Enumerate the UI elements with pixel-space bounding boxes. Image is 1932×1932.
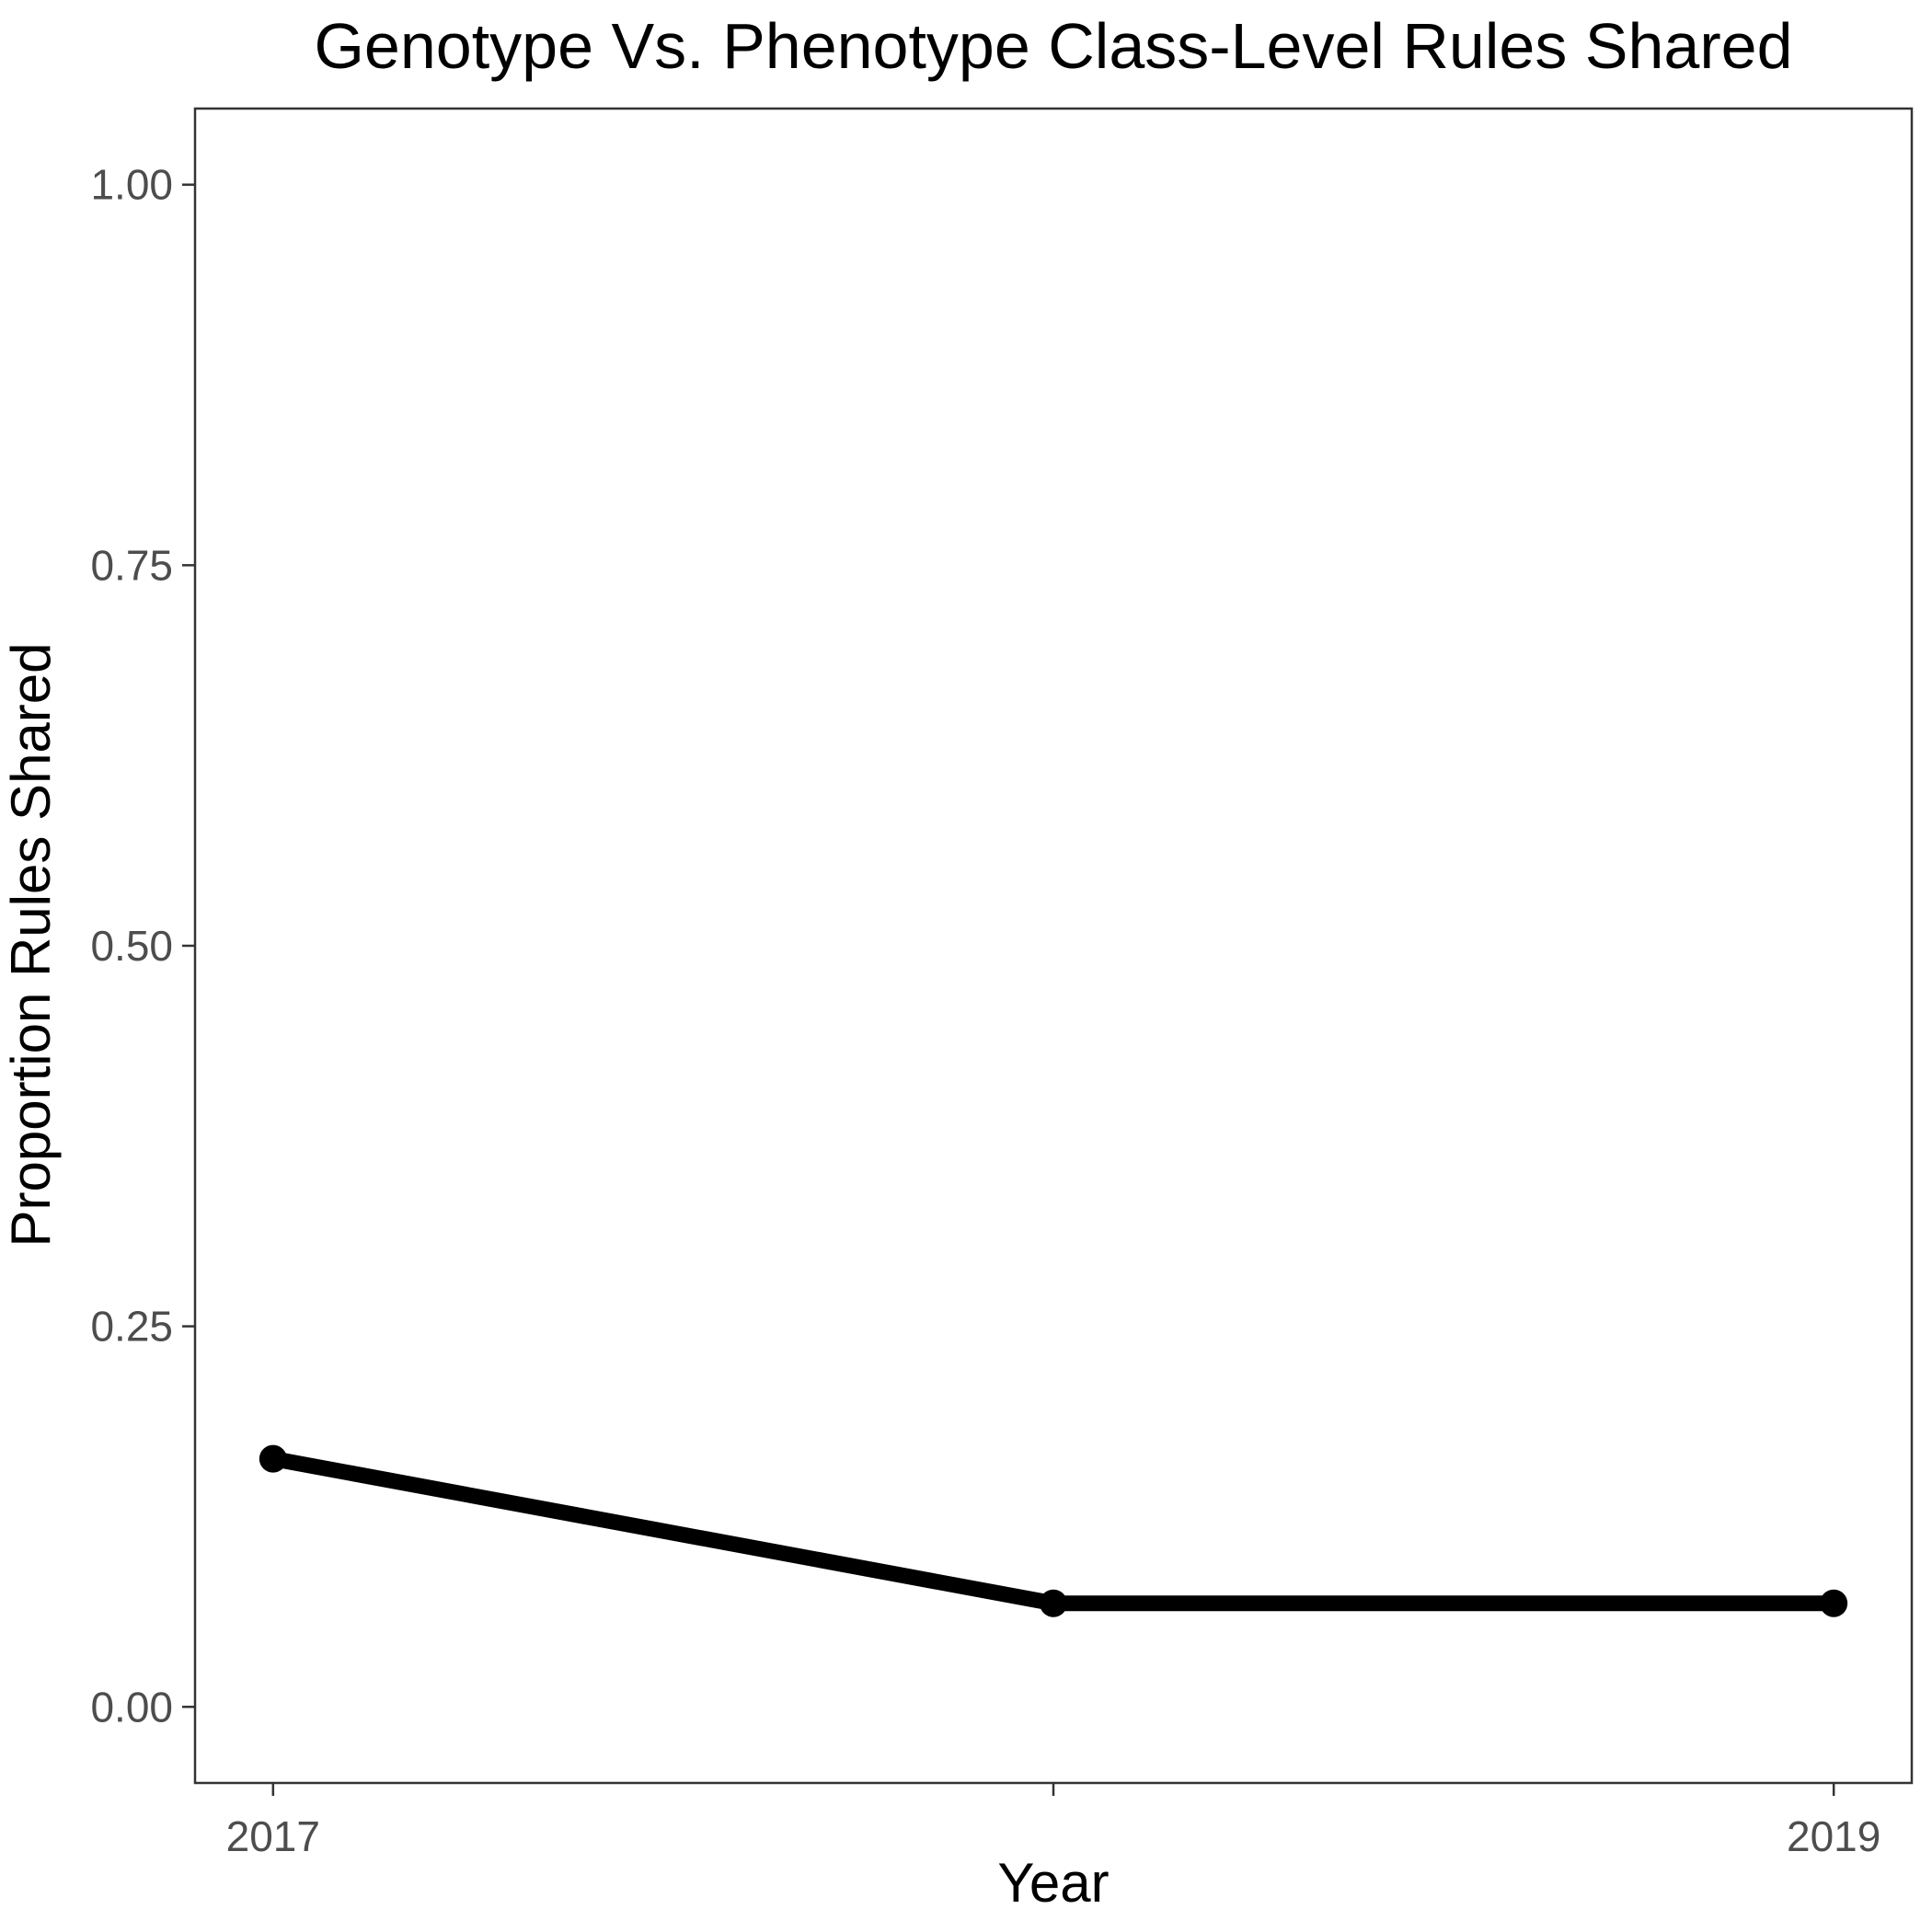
series-layer xyxy=(259,1444,1848,1617)
y-tick-label: 0.75 xyxy=(90,541,173,589)
minor-gridlines xyxy=(195,109,1912,1783)
y-tick-label: 0.00 xyxy=(90,1683,173,1731)
data-point xyxy=(1040,1589,1067,1617)
x-tick-label: 2017 xyxy=(226,1812,320,1860)
x-tick-label: 2019 xyxy=(1787,1812,1880,1860)
x-axis-title: Year xyxy=(997,1852,1109,1914)
y-tick-label: 1.00 xyxy=(90,161,173,209)
y-axis-title: Proportion Rules Shared xyxy=(0,642,62,1247)
data-point xyxy=(1820,1589,1848,1617)
y-axis: 0.00 0.25 0.50 0.75 1.00 xyxy=(90,161,195,1731)
y-tick-label: 0.50 xyxy=(90,922,173,970)
chart-title: Genotype Vs. Phenotype Class-Level Rules… xyxy=(314,10,1792,82)
data-point xyxy=(259,1444,287,1473)
y-tick-label: 0.25 xyxy=(90,1303,173,1351)
x-axis: 2017 2019 xyxy=(226,1783,1880,1860)
